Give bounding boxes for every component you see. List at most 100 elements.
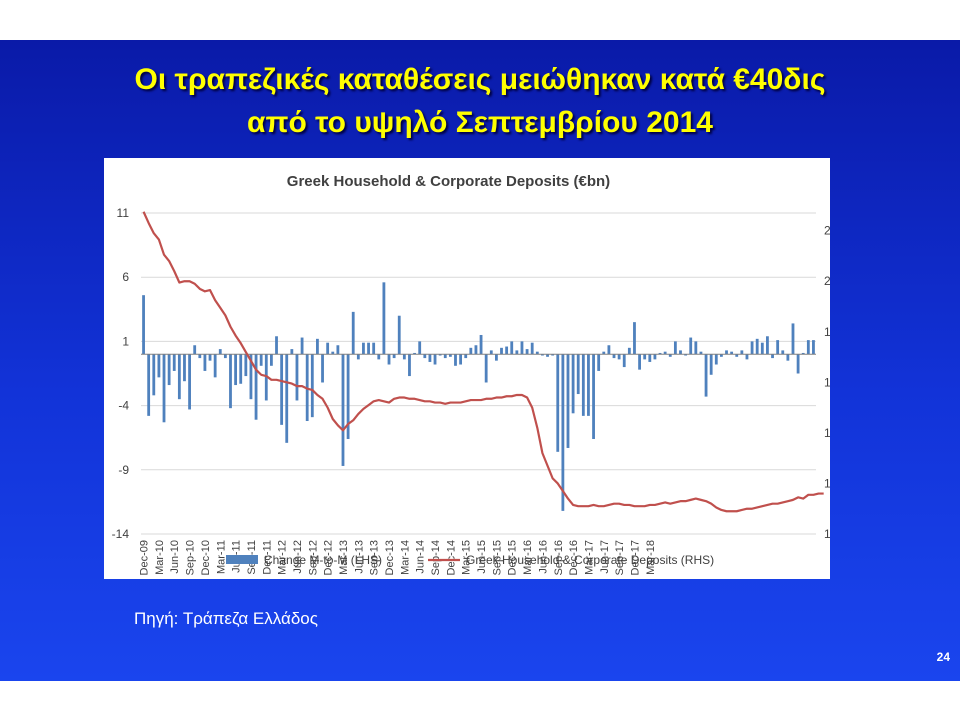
bar-change-m-to-m bbox=[157, 354, 161, 378]
bar-change-m-to-m bbox=[622, 354, 626, 368]
x-tick-label: Sep-12 bbox=[307, 540, 319, 575]
bar-change-m-to-m bbox=[162, 354, 166, 423]
x-tick-label: Sep-13 bbox=[369, 540, 381, 575]
bar-change-m-to-m bbox=[290, 349, 294, 355]
bar-change-m-to-m bbox=[576, 354, 580, 395]
bar-change-m-to-m bbox=[515, 350, 519, 355]
bar-change-m-to-m bbox=[346, 354, 350, 439]
bar-change-m-to-m bbox=[428, 354, 432, 362]
bar-change-m-to-m bbox=[336, 345, 340, 355]
x-tick-label: Dec-10 bbox=[200, 540, 212, 575]
bar-change-m-to-m bbox=[781, 350, 785, 355]
bar-change-m-to-m bbox=[229, 354, 232, 409]
bar-change-m-to-m bbox=[331, 351, 335, 355]
bar-change-m-to-m bbox=[423, 354, 427, 359]
bar-change-m-to-m bbox=[500, 347, 503, 355]
bar-change-m-to-m bbox=[356, 354, 360, 360]
left-axis-tick-label: 6 bbox=[122, 270, 129, 284]
bar-change-m-to-m bbox=[587, 354, 590, 416]
bar-change-m-to-m bbox=[750, 341, 754, 355]
bar-change-m-to-m bbox=[658, 352, 662, 355]
x-tick-label: Mar-16 bbox=[522, 540, 534, 575]
bar-change-m-to-m bbox=[269, 354, 273, 366]
bar-change-m-to-m bbox=[525, 349, 529, 355]
bar-change-m-to-m bbox=[510, 341, 514, 355]
x-tick-label: Mar-15 bbox=[461, 540, 473, 575]
bar-change-m-to-m bbox=[699, 351, 703, 355]
bar-change-m-to-m bbox=[638, 354, 641, 370]
bar-change-m-to-m bbox=[597, 354, 601, 371]
x-tick-label: Mar-14 bbox=[399, 540, 411, 575]
x-tick-label: Mar-10 bbox=[154, 540, 166, 575]
x-tick-label: Jun-12 bbox=[292, 540, 304, 574]
bar-change-m-to-m bbox=[433, 354, 437, 365]
x-tick-label: Sep-15 bbox=[491, 540, 503, 575]
legend-label-line: Greek Household & Corporate Deposits (RH… bbox=[466, 553, 714, 567]
bar-change-m-to-m bbox=[397, 315, 401, 355]
x-tick-label: Dec-12 bbox=[323, 540, 335, 575]
bar-change-m-to-m bbox=[776, 340, 780, 355]
bar-change-m-to-m bbox=[474, 345, 478, 355]
bar-change-m-to-m bbox=[254, 354, 258, 420]
bar-change-m-to-m bbox=[326, 342, 330, 355]
bar-change-m-to-m bbox=[673, 341, 677, 355]
bar-change-m-to-m bbox=[469, 347, 473, 355]
bar-change-m-to-m bbox=[704, 354, 708, 397]
bar-change-m-to-m bbox=[147, 354, 151, 416]
source-note: Πηγή: Τράπεζα Ελλάδος bbox=[134, 609, 318, 628]
bar-change-m-to-m bbox=[198, 354, 202, 359]
bar-change-m-to-m bbox=[561, 354, 565, 511]
bar-change-m-to-m bbox=[377, 354, 381, 360]
bar-change-m-to-m bbox=[367, 342, 370, 355]
bar-change-m-to-m bbox=[689, 337, 693, 355]
bar-change-m-to-m bbox=[459, 354, 463, 365]
bar-change-m-to-m bbox=[627, 347, 631, 355]
x-tick-label: Jun-17 bbox=[599, 540, 611, 574]
bar-change-m-to-m bbox=[801, 352, 805, 355]
bar-change-m-to-m bbox=[402, 354, 406, 360]
bar-change-m-to-m bbox=[443, 354, 447, 359]
bar-change-m-to-m bbox=[679, 350, 682, 355]
x-tick-label: Dec-17 bbox=[629, 540, 641, 575]
bar-change-m-to-m bbox=[300, 337, 304, 355]
bar-change-m-to-m bbox=[694, 341, 698, 355]
bar-change-m-to-m bbox=[479, 334, 483, 355]
x-tick-label: Mar-11 bbox=[215, 540, 227, 574]
bar-change-m-to-m bbox=[796, 354, 800, 374]
bar-change-m-to-m bbox=[285, 354, 289, 443]
bar-change-m-to-m bbox=[546, 354, 549, 357]
x-tick-label: Sep-10 bbox=[185, 540, 197, 575]
bar-change-m-to-m bbox=[520, 341, 524, 355]
bar-change-m-to-m bbox=[786, 354, 790, 361]
x-tick-label: Sep-17 bbox=[614, 540, 626, 575]
bar-change-m-to-m bbox=[172, 354, 176, 371]
bar-change-m-to-m bbox=[755, 338, 759, 355]
right-axis-tick-label: 210 bbox=[824, 274, 830, 288]
bar-change-m-to-m bbox=[612, 354, 616, 359]
bar-change-m-to-m bbox=[725, 350, 728, 355]
bar-change-m-to-m bbox=[259, 354, 263, 366]
bar-change-m-to-m bbox=[295, 354, 299, 401]
bar-change-m-to-m bbox=[223, 354, 227, 359]
bar-change-m-to-m bbox=[709, 354, 713, 375]
right-axis-tick-label: 190 bbox=[824, 325, 830, 339]
bar-change-m-to-m bbox=[351, 311, 355, 355]
bar-change-m-to-m bbox=[684, 354, 688, 356]
bar-change-m-to-m bbox=[766, 336, 769, 355]
bar-change-m-to-m bbox=[556, 354, 560, 452]
bar-change-m-to-m bbox=[541, 354, 544, 356]
bar-change-m-to-m bbox=[581, 354, 585, 416]
right-axis-tick-label: 130 bbox=[824, 476, 830, 490]
bar-change-m-to-m bbox=[177, 354, 181, 400]
left-axis-tick-label: 11 bbox=[117, 206, 130, 220]
bar-change-m-to-m bbox=[454, 354, 457, 366]
bar-change-m-to-m bbox=[413, 352, 416, 355]
bar-change-m-to-m bbox=[387, 354, 391, 365]
right-axis-tick-label: 150 bbox=[824, 426, 830, 440]
bar-change-m-to-m bbox=[142, 295, 145, 355]
bar-change-m-to-m bbox=[208, 354, 212, 361]
bar-change-m-to-m bbox=[566, 354, 570, 448]
bar-change-m-to-m bbox=[167, 354, 171, 386]
x-tick-label: Mar-13 bbox=[338, 540, 350, 575]
bar-change-m-to-m bbox=[648, 354, 652, 362]
